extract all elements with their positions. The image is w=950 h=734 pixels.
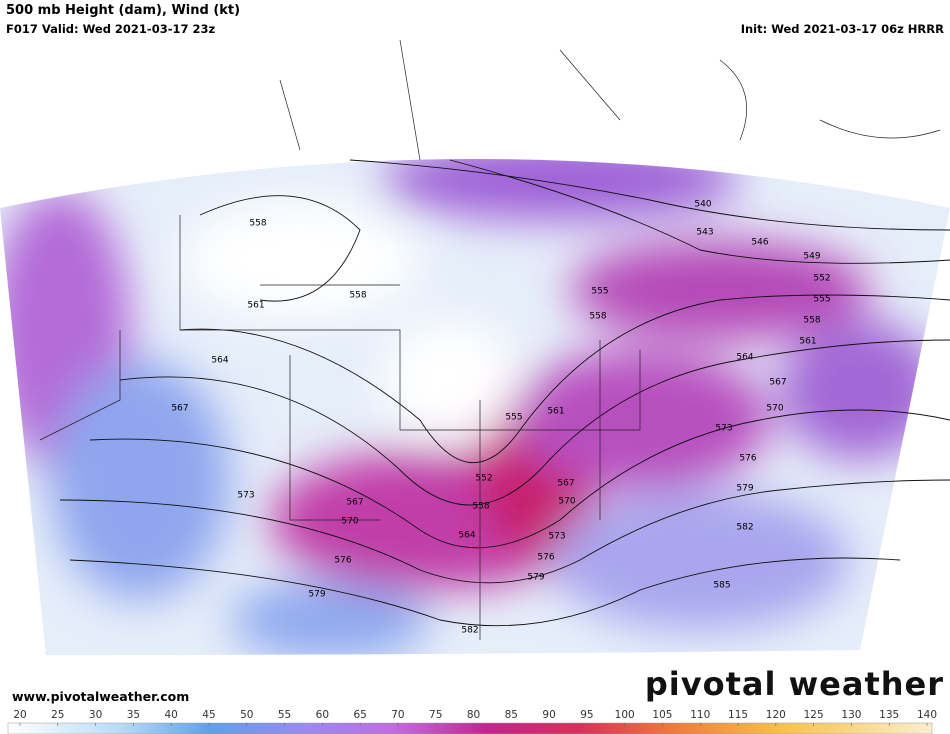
contour-label: 582 bbox=[461, 626, 478, 636]
colorbar-tick-label: 50 bbox=[240, 709, 253, 721]
colorbar-tick-label: 130 bbox=[841, 709, 861, 721]
wind-field bbox=[0, 159, 950, 655]
contour-label: 585 bbox=[713, 581, 730, 591]
logo: pivotal weather bbox=[645, 665, 944, 703]
contour-label: 558 bbox=[472, 502, 489, 512]
contour-label: 576 bbox=[334, 556, 351, 566]
contour-label: 570 bbox=[341, 517, 358, 527]
contour-label: 567 bbox=[346, 498, 363, 508]
contour-label: 564 bbox=[458, 531, 475, 541]
map-title: 500 mb Height (dam), Wind (kt) bbox=[6, 3, 240, 18]
contour-label: 564 bbox=[736, 353, 753, 363]
contour-label: 555 bbox=[505, 413, 522, 423]
contour-label: 552 bbox=[813, 274, 830, 284]
colorbar-tick-label: 95 bbox=[580, 709, 593, 721]
colorbar-tick-label: 105 bbox=[652, 709, 672, 721]
contour-label: 579 bbox=[308, 590, 325, 600]
contours bbox=[39, 39, 950, 640]
colorbar-tick-label: 115 bbox=[728, 709, 748, 721]
contour-label: 561 bbox=[799, 337, 816, 347]
contour-label: 543 bbox=[696, 228, 713, 238]
init-time: Init: Wed 2021-03-17 06z HRRR bbox=[741, 22, 944, 36]
contour-label: 567 bbox=[769, 378, 786, 388]
colorbar-tick-label: 20 bbox=[13, 709, 26, 721]
contour-label: 579 bbox=[736, 484, 753, 494]
contour-label: 540 bbox=[694, 200, 711, 210]
contour-label: 576 bbox=[739, 454, 756, 464]
colorbar-tick-label: 60 bbox=[316, 709, 329, 721]
colorbar-tick-label: 45 bbox=[202, 709, 215, 721]
colorbar-tick-label: 110 bbox=[690, 709, 710, 721]
contour-label: 549 bbox=[803, 252, 820, 262]
colorbar-tick-label: 70 bbox=[391, 709, 404, 721]
contour-label: 555 bbox=[591, 287, 608, 297]
contour-label: 558 bbox=[249, 219, 266, 229]
colorbar-tick-label: 40 bbox=[164, 709, 177, 721]
colorbar-tick-label: 120 bbox=[766, 709, 786, 721]
colorbar-tick-label: 35 bbox=[127, 709, 140, 721]
contour-label: 570 bbox=[558, 497, 575, 507]
contour-label: 558 bbox=[803, 316, 820, 326]
colorbar-tick-label: 140 bbox=[917, 709, 937, 721]
contour-label: 564 bbox=[211, 356, 228, 366]
colorbar-tick-label: 25 bbox=[51, 709, 64, 721]
contour-label: 567 bbox=[557, 479, 574, 489]
valid-time: F017 Valid: Wed 2021-03-17 23z bbox=[6, 22, 215, 36]
contour-label: 558 bbox=[349, 291, 366, 301]
colorbar-tick-label: 55 bbox=[278, 709, 291, 721]
colorbar-tick-label: 80 bbox=[467, 709, 480, 721]
contour-label: 573 bbox=[237, 491, 254, 501]
contour-label: 573 bbox=[548, 532, 565, 542]
colorbar-tick-label: 125 bbox=[804, 709, 824, 721]
contour-label: 576 bbox=[537, 553, 554, 563]
contour-label: 561 bbox=[247, 301, 264, 311]
contour-label: 552 bbox=[475, 474, 492, 484]
colorbar-tick-label: 75 bbox=[429, 709, 442, 721]
contour-label: 546 bbox=[751, 238, 768, 248]
colorbar-tick-label: 100 bbox=[615, 709, 635, 721]
colorbar bbox=[7, 722, 933, 734]
contour-label: 579 bbox=[527, 573, 544, 583]
colorbar-tick-label: 135 bbox=[879, 709, 899, 721]
colorbar-tick-label: 30 bbox=[89, 709, 102, 721]
contour-label: 582 bbox=[736, 523, 753, 533]
contour-label: 558 bbox=[589, 312, 606, 322]
contour-label: 570 bbox=[766, 404, 783, 414]
contour-label: 567 bbox=[171, 404, 188, 414]
contour-label: 555 bbox=[813, 295, 830, 305]
contour-label: 573 bbox=[715, 424, 732, 434]
colorbar-tick-label: 65 bbox=[353, 709, 366, 721]
website: www.pivotalweather.com bbox=[12, 689, 189, 704]
colorbar-tick-label: 85 bbox=[505, 709, 518, 721]
colorbar-tick-label: 90 bbox=[542, 709, 555, 721]
contour-label: 561 bbox=[547, 407, 564, 417]
